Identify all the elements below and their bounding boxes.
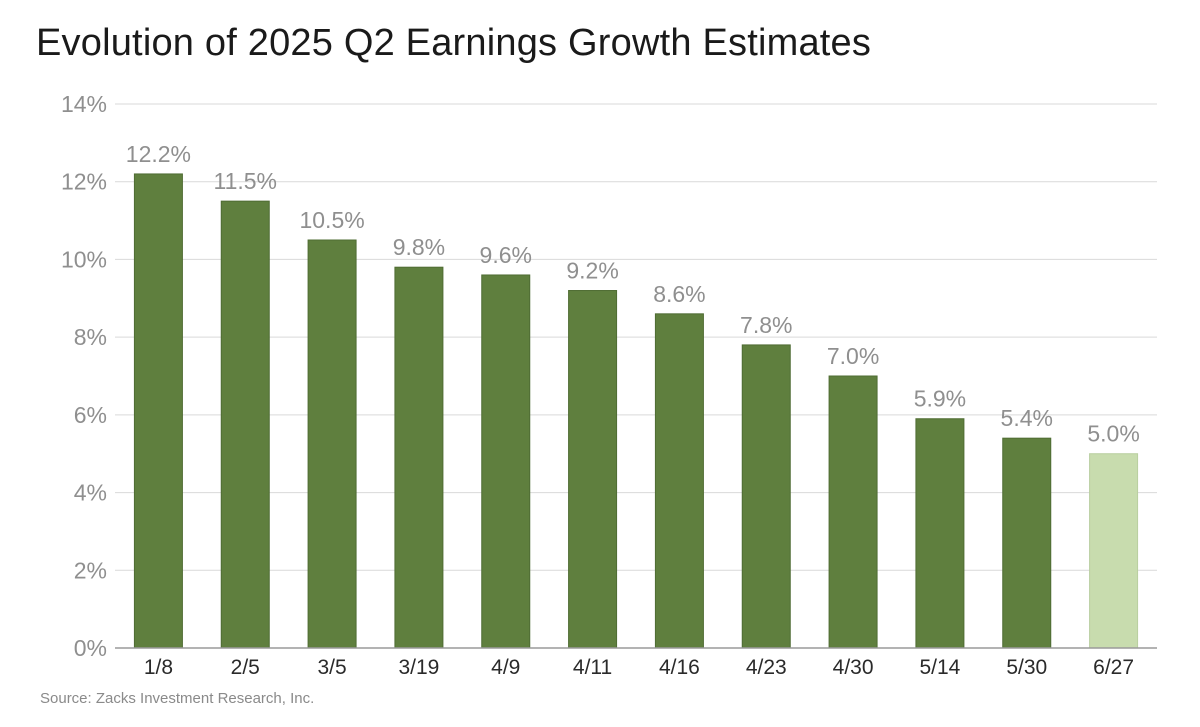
bar	[568, 290, 618, 649]
data-label: 12.2%	[126, 141, 191, 167]
x-tick-label: 4/9	[491, 656, 520, 679]
data-label: 7.8%	[740, 312, 792, 338]
x-tick-label: 5/14	[919, 656, 960, 679]
x-tick-label: 5/30	[1006, 656, 1047, 679]
x-tick-label: 4/11	[573, 656, 612, 679]
y-tick-label: 12%	[61, 169, 107, 195]
bar	[1002, 437, 1052, 649]
y-tick-label: 0%	[74, 635, 107, 661]
bar	[828, 375, 878, 649]
y-axis-tick-labels: 0% 2% 4% 6% 8% 10% 12% 14%	[61, 91, 107, 661]
bar	[915, 418, 965, 649]
y-tick-label: 8%	[74, 324, 107, 350]
y-tick-label: 4%	[74, 480, 107, 506]
data-label: 5.9%	[914, 386, 966, 412]
bars	[133, 173, 1139, 649]
data-label: 7.0%	[827, 343, 879, 369]
bar	[1089, 453, 1139, 649]
bar	[220, 200, 270, 649]
y-tick-label: 14%	[61, 91, 107, 117]
data-label: 11.5%	[213, 168, 277, 194]
x-tick-label: 1/8	[144, 656, 173, 679]
chart-title: Evolution of 2025 Q2 Earnings Growth Est…	[36, 22, 872, 64]
source-note: Source: Zacks Investment Research, Inc.	[40, 690, 315, 707]
y-tick-label: 10%	[61, 246, 107, 272]
bar	[394, 266, 444, 649]
bar	[741, 344, 791, 649]
data-label: 9.6%	[480, 242, 532, 268]
data-label: 9.2%	[566, 258, 618, 284]
data-labels: 12.2% 11.5% 10.5% 9.8% 9.6% 9.2% 8.6% 7.8% 7.0% 5…	[126, 141, 1140, 447]
x-axis-tick-labels: 1/8 2/5 3/5 3/19 4/9 4/11 4/16 4/23 4/30 5/14 5/30…	[144, 656, 1134, 679]
x-tick-label: 4/23	[746, 656, 787, 679]
y-tick-label: 6%	[74, 402, 107, 428]
x-tick-label: 4/30	[833, 656, 874, 679]
data-label: 9.8%	[393, 234, 445, 260]
x-tick-label: 6/27	[1093, 656, 1134, 679]
x-tick-label: 2/5	[231, 656, 260, 679]
data-label: 5.0%	[1087, 421, 1139, 447]
y-tick-label: 2%	[74, 557, 107, 583]
data-label: 10.5%	[299, 207, 364, 233]
bar	[133, 173, 183, 649]
bar	[654, 313, 704, 649]
x-tick-label: 3/19	[398, 656, 439, 679]
data-label: 5.4%	[1001, 405, 1053, 431]
x-tick-label: 4/16	[659, 656, 700, 679]
bar	[481, 274, 531, 649]
x-tick-label: 3/5	[317, 656, 346, 679]
bar	[307, 239, 357, 649]
data-label: 8.6%	[653, 281, 705, 307]
gridlines	[115, 103, 1157, 571]
